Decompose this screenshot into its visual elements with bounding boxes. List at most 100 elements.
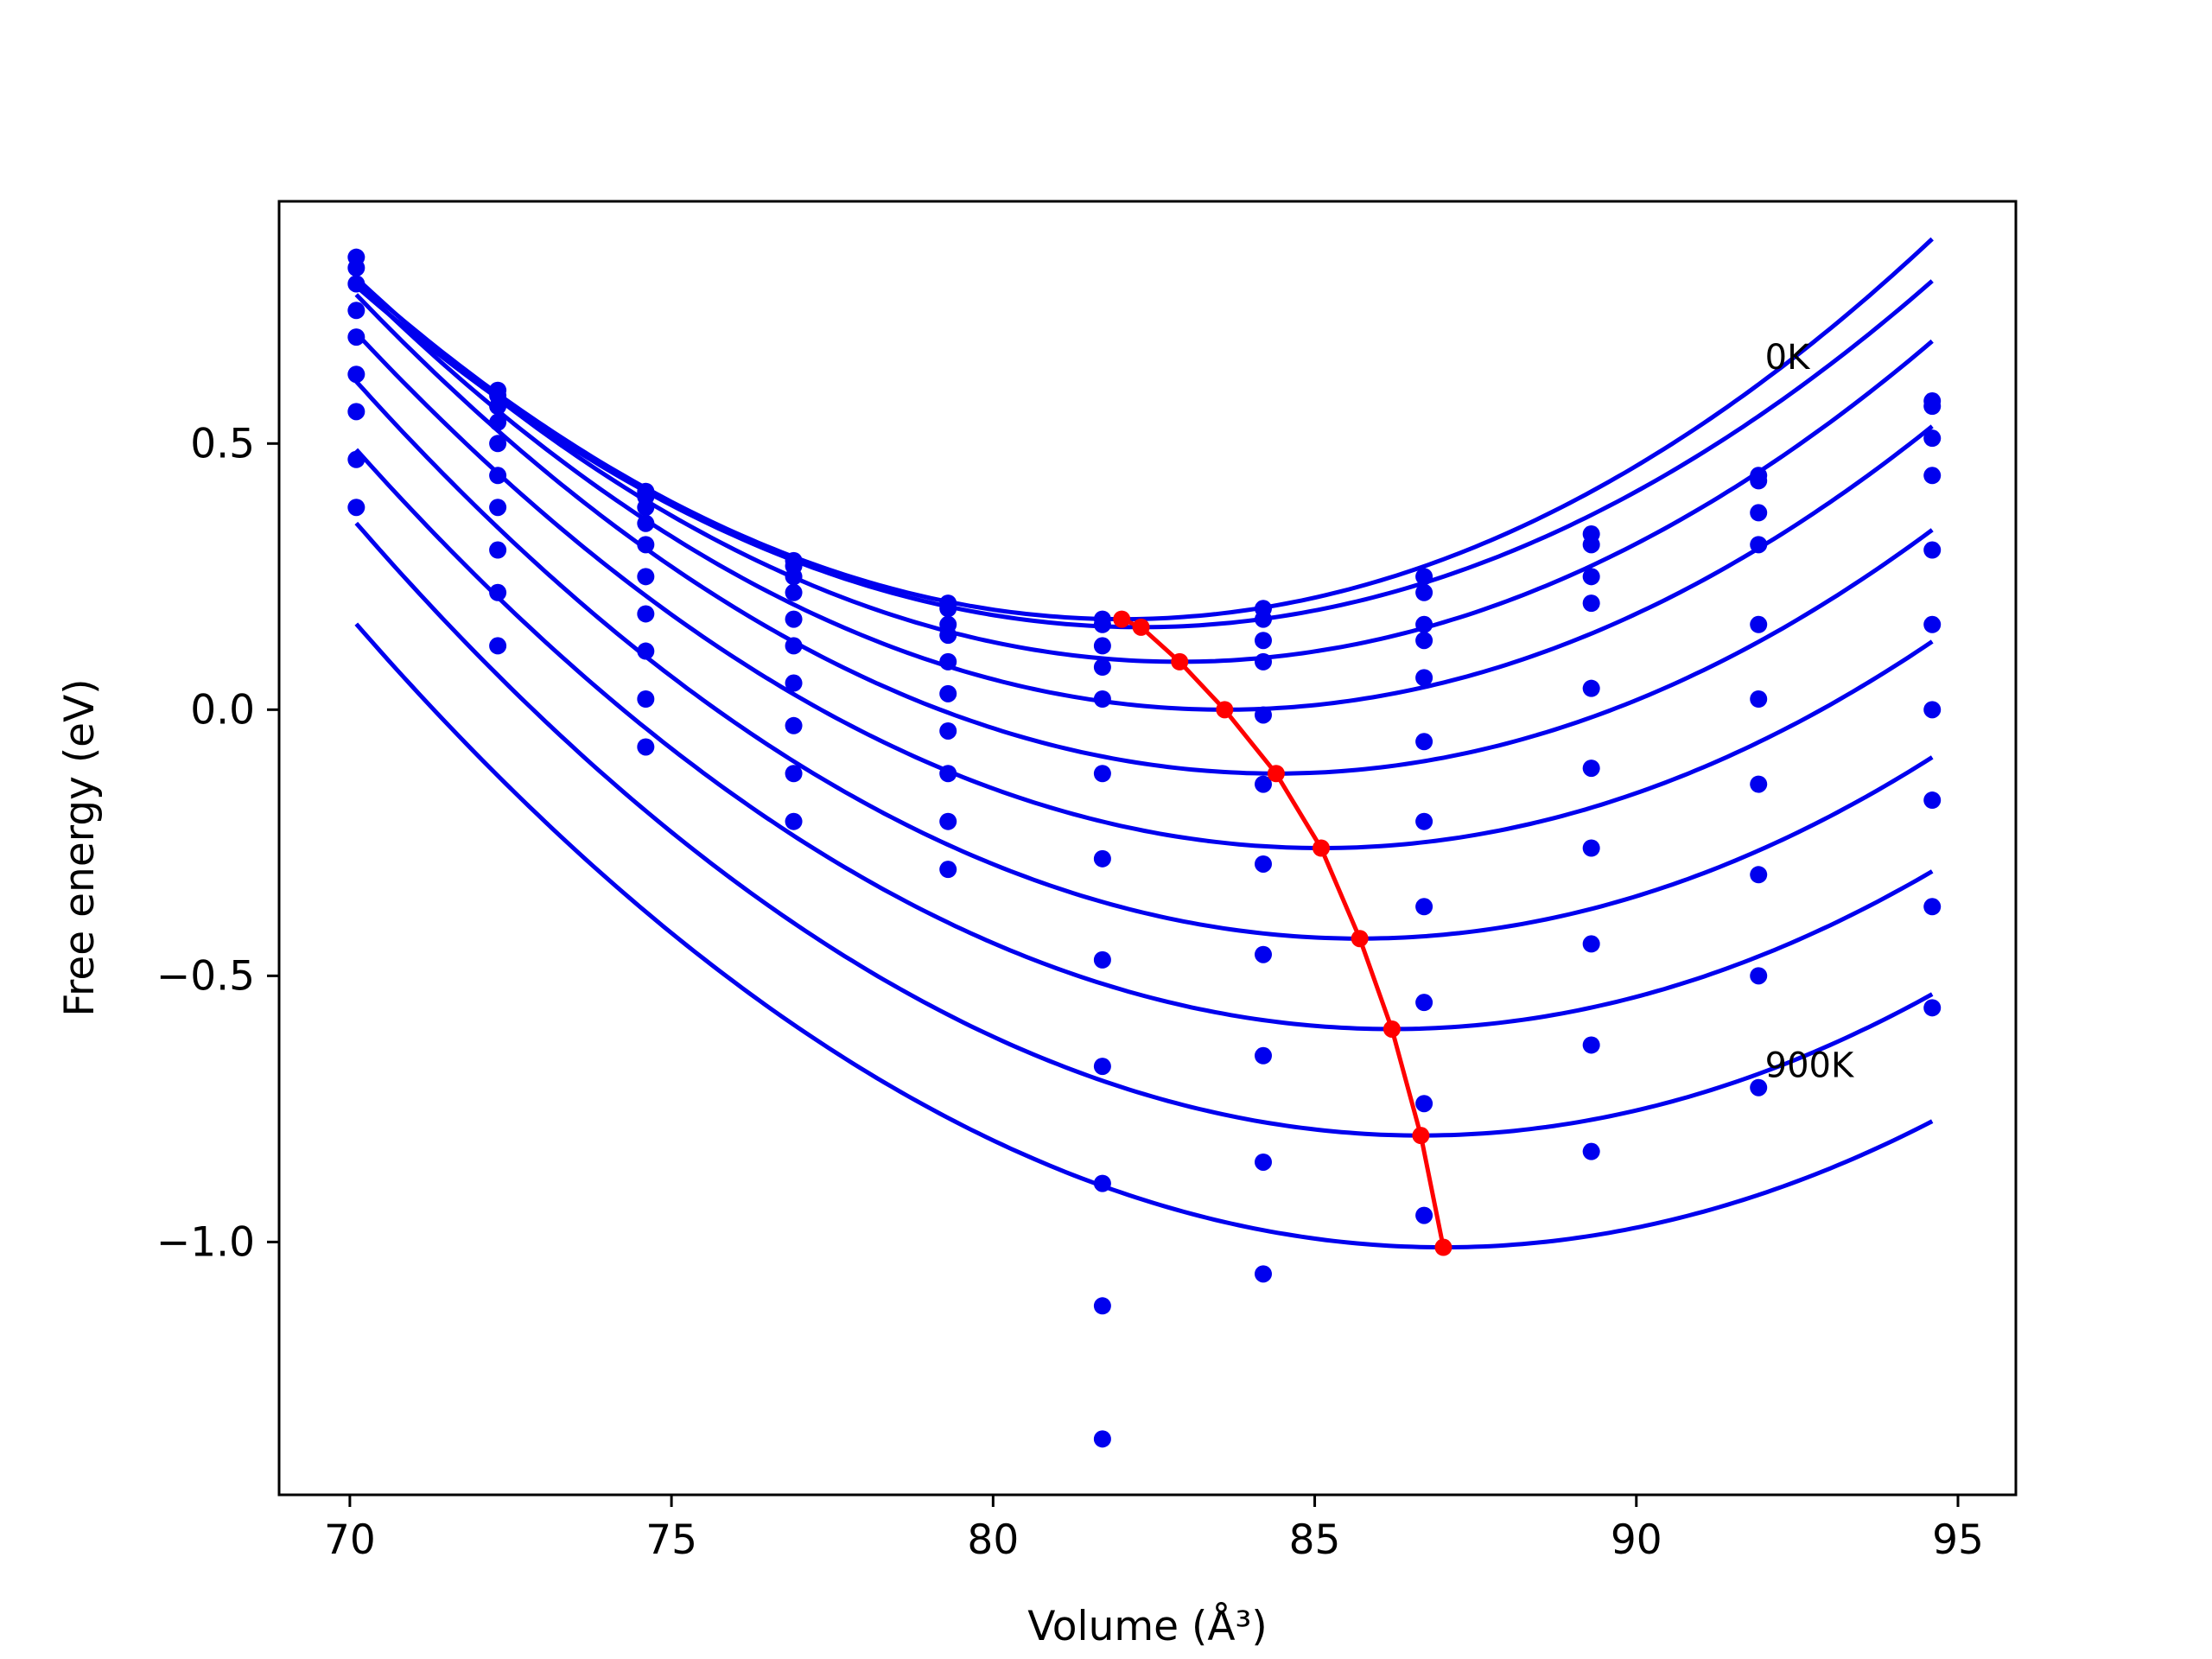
data-point [1415,898,1433,916]
data-point [1582,568,1600,586]
data-point [1582,935,1600,953]
data-point [1255,632,1272,650]
data-point [1093,615,1111,633]
data-point [347,328,365,346]
data-point [489,467,507,485]
data-point [1923,791,1942,810]
data-point [1093,690,1111,709]
x-tick-label: 85 [1289,1516,1341,1564]
x-axis-title: Volume (Å³) [1027,1603,1267,1650]
data-point [347,259,365,277]
data-point [1750,472,1768,490]
data-point [1750,690,1768,709]
data-point [1093,950,1111,969]
data-point [1750,775,1768,793]
data-point [1255,1265,1272,1283]
data-point [1923,701,1942,719]
fit-curve-1 [354,237,1934,622]
data-point [1255,1153,1272,1171]
minimum-point [1132,618,1150,636]
data-point [1582,760,1600,778]
data-point [347,365,365,384]
x-tick-label: 80 [967,1516,1019,1564]
minimum-point [1382,1020,1401,1038]
fit-curve-3 [354,276,1934,664]
data-point [1582,679,1600,697]
minimum-point [1351,930,1369,948]
minimum-point [1267,765,1285,783]
data-point [939,626,957,645]
fit-curve-6 [354,331,1934,850]
y-axis-ticks: 0.5 0.0 −0.5 −1.0 [156,420,279,1266]
data-point [1750,866,1768,884]
y-axis-title: Free energy (eV) [56,678,104,1016]
data-point [347,302,365,320]
data-point [637,738,655,756]
fit-curve-10 [354,622,1934,1249]
data-point [637,499,655,517]
data-point [1093,637,1111,655]
minimum-line [1113,610,1452,1256]
data-point [489,435,507,453]
data-point [1415,1206,1433,1224]
data-point [1415,583,1433,601]
x-axis-ticks: 70 75 80 85 90 95 [324,1495,1984,1564]
x-tick-label: 75 [645,1516,697,1564]
data-point [1093,658,1111,677]
data-point [1255,610,1272,628]
data-point [1255,775,1272,793]
data-point [1415,812,1433,830]
data-point [1923,615,1942,633]
minimum-point [1434,1238,1452,1256]
data-point [1255,1046,1272,1065]
data-point [1415,1095,1433,1113]
data-point [785,583,803,601]
y-tick-label: 0.5 [190,420,255,467]
data-point [637,642,655,660]
data-point [1093,1058,1111,1076]
data-point [1093,1297,1111,1315]
data-point [785,716,803,734]
data-point [939,812,957,830]
data-point [1923,429,1942,448]
data-point [1255,652,1272,671]
fit-curve-8 [354,448,1934,1032]
annotation-label-1: 0K [1765,338,1811,378]
fit-curve-5 [354,293,1934,776]
minimum-line-path [1121,617,1446,1248]
data-point [939,600,957,618]
data-point [785,637,803,655]
data-point [1255,855,1272,873]
data-point [1415,994,1433,1012]
minimum-point [1113,610,1131,628]
annotations: 0K 900K [1765,338,1855,1085]
data-point [347,275,365,293]
data-point [939,861,957,879]
data-points [347,248,1942,1448]
data-point [489,413,507,431]
data-point [785,812,803,830]
data-point [1750,1078,1768,1096]
data-point [1093,849,1111,868]
data-point [489,397,507,416]
data-point [1093,1174,1111,1192]
data-point [1923,898,1942,916]
data-point [785,674,803,692]
data-point [785,610,803,628]
fit-curves [354,237,1934,1249]
fit-curve-7 [354,379,1934,941]
y-tick-label: 0.0 [190,686,255,734]
data-point [1923,467,1942,485]
data-point [1415,632,1433,650]
data-point [347,450,365,468]
data-point [637,514,655,532]
data-point [1750,615,1768,633]
minimum-point [1171,652,1189,671]
data-point [489,499,507,517]
annotation-label-2: 900K [1765,1046,1855,1085]
data-point [939,721,957,740]
data-point [637,536,655,554]
data-point [1923,397,1942,416]
